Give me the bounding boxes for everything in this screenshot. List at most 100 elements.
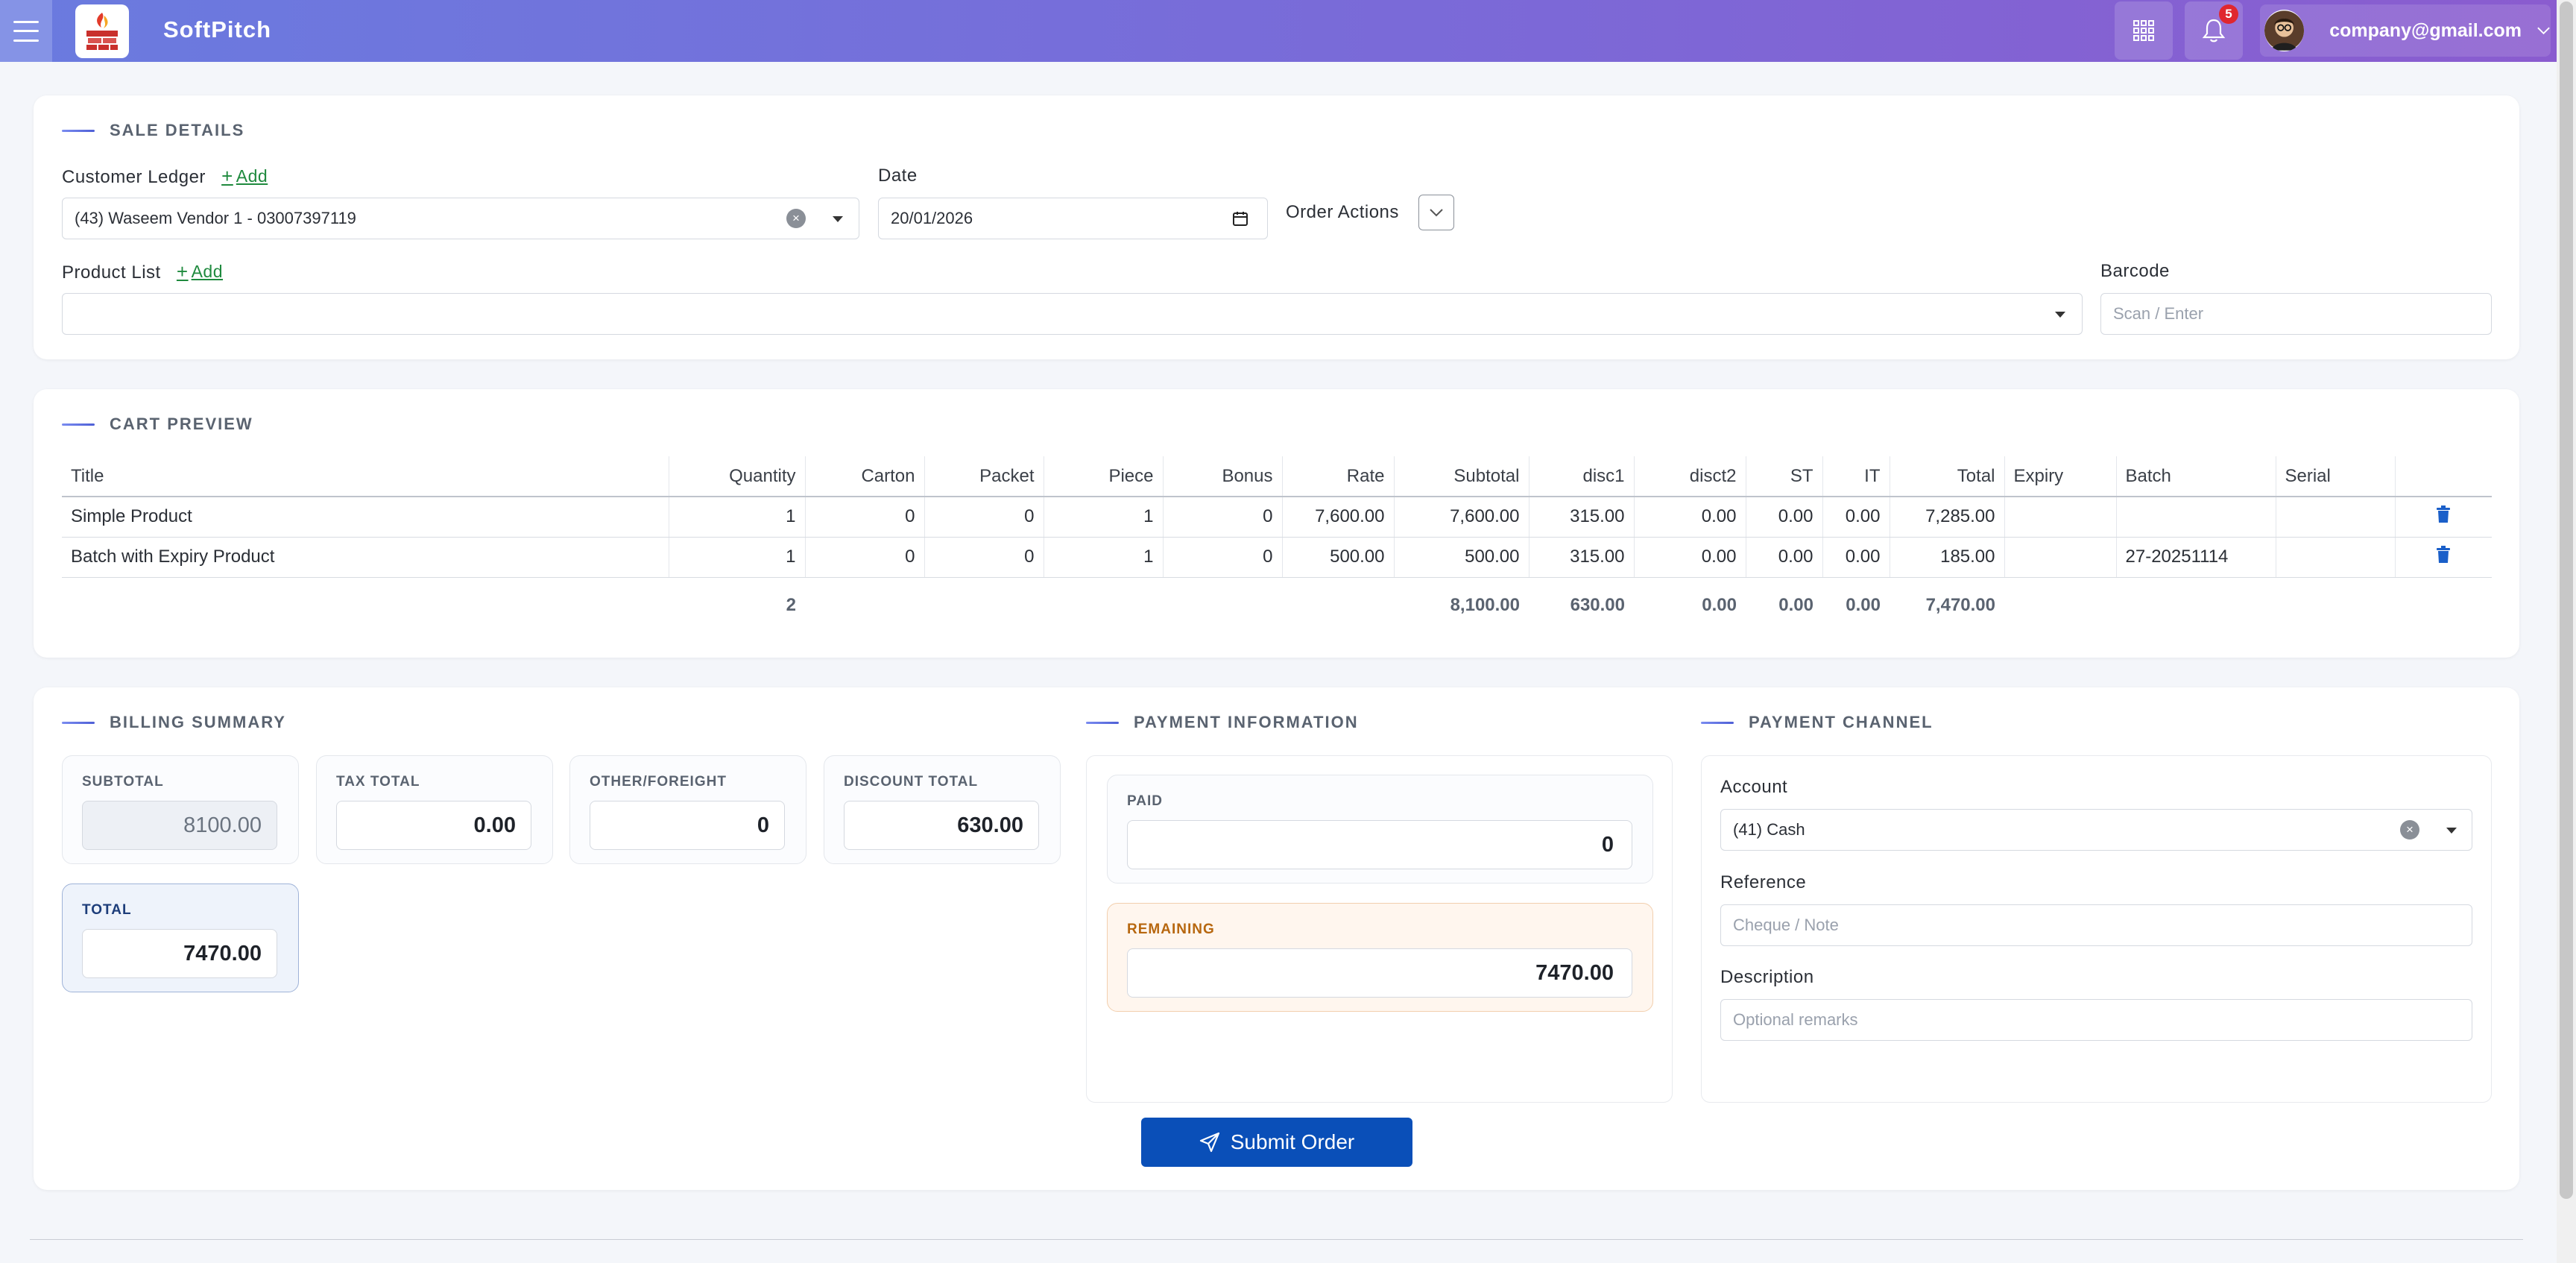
paid-label: PAID xyxy=(1127,793,1163,809)
submit-order-button[interactable]: Submit Order xyxy=(1141,1118,1412,1167)
description-label: Description xyxy=(1720,967,1814,987)
column-header-it[interactable]: IT xyxy=(1822,456,1890,497)
cell-it[interactable]: 0.00 xyxy=(1822,537,1890,578)
column-header-bonus[interactable]: Bonus xyxy=(1162,456,1282,497)
brand-logo[interactable] xyxy=(75,4,129,58)
page-scrollbar[interactable] xyxy=(2557,0,2576,1263)
cell-st[interactable]: 0.00 xyxy=(1745,537,1822,578)
column-header-carton[interactable]: Carton xyxy=(804,456,924,497)
cell-serial[interactable] xyxy=(2275,497,2395,538)
cell-carton[interactable]: 0 xyxy=(804,537,924,578)
column-header-st[interactable]: ST xyxy=(1745,456,1822,497)
column-header-title[interactable]: Title xyxy=(62,456,669,497)
notification-button[interactable]: 5 xyxy=(2185,1,2243,60)
clear-icon[interactable]: × xyxy=(2400,820,2419,840)
account-select[interactable]: (41) Cash × xyxy=(1720,809,2472,851)
description-input[interactable]: Optional remarks xyxy=(1720,999,2472,1041)
cell-batch[interactable] xyxy=(2115,497,2276,538)
cell-serial[interactable] xyxy=(2275,537,2395,578)
column-header-disc1[interactable]: disc1 xyxy=(1528,456,1634,497)
date-input[interactable]: 20/01/2026 xyxy=(878,198,1268,239)
subtotal-field: 8100.00 xyxy=(82,801,277,850)
tax-total-field[interactable]: 0.00 xyxy=(336,801,531,850)
user-menu[interactable]: company@gmail.com xyxy=(2260,4,2551,57)
sale-details-title: SALE DETAILS xyxy=(62,121,244,140)
column-header-disct2[interactable]: disct2 xyxy=(1633,456,1746,497)
cell-quantity[interactable]: 1 xyxy=(668,497,805,538)
cell-bonus[interactable]: 0 xyxy=(1162,537,1282,578)
table-row: Simple Product 1 0 0 1 0 7,600.00 7,600.… xyxy=(62,497,2492,538)
cell-total: 7,285.00 xyxy=(1889,497,2004,538)
remaining-label: REMAINING xyxy=(1127,922,1215,937)
total-st: 0.00 xyxy=(1746,576,1822,634)
caret-down-icon xyxy=(2446,828,2457,834)
add-product-link[interactable]: + Add xyxy=(176,260,224,283)
cell-st[interactable]: 0.00 xyxy=(1745,497,1822,538)
scrollbar-thumb[interactable] xyxy=(2560,1,2573,1199)
total-disct2: 0.00 xyxy=(1634,576,1746,634)
other-freight-box: OTHER/FOREIGHT 0 xyxy=(569,755,806,864)
date-label: Date xyxy=(878,166,918,186)
account-label: Account xyxy=(1720,777,1788,797)
column-header-expiry[interactable]: Expiry xyxy=(2004,456,2116,497)
column-header-packet[interactable]: Packet xyxy=(924,456,1044,497)
cell-rate[interactable]: 7,600.00 xyxy=(1281,497,1394,538)
top-bar: SoftPitch 5 company@gmail.com xyxy=(0,0,2557,62)
table-row: Batch with Expiry Product 1 0 0 1 0 500.… xyxy=(62,537,2492,578)
paid-box: PAID 0 xyxy=(1107,775,1653,884)
notification-badge: 5 xyxy=(2219,4,2238,24)
total-label: TOTAL xyxy=(82,902,132,918)
calendar-icon[interactable] xyxy=(1231,210,1249,227)
paid-field[interactable]: 0 xyxy=(1127,820,1632,869)
cell-batch[interactable]: 27-20251114 xyxy=(2115,537,2276,578)
payment-information-title: PAYMENT INFORMATION xyxy=(1086,713,1359,732)
column-header-rate[interactable]: Rate xyxy=(1281,456,1394,497)
cell-bonus[interactable]: 0 xyxy=(1162,497,1282,538)
column-header-subtotal[interactable]: Subtotal xyxy=(1393,456,1529,497)
billing-summary-title: BILLING SUMMARY xyxy=(62,713,286,732)
product-list-select[interactable] xyxy=(62,293,2083,335)
cell-quantity[interactable]: 1 xyxy=(668,537,805,578)
column-header-batch[interactable]: Batch xyxy=(2115,456,2276,497)
cell-subtotal: 500.00 xyxy=(1393,537,1529,578)
cell-disct2[interactable]: 0.00 xyxy=(1633,497,1746,538)
product-list-label: Product List + Add xyxy=(62,260,224,283)
clear-icon[interactable]: × xyxy=(786,209,806,228)
cell-disc1[interactable]: 315.00 xyxy=(1528,537,1634,578)
column-header-piece[interactable]: Piece xyxy=(1043,456,1163,497)
cell-disc1[interactable]: 315.00 xyxy=(1528,497,1634,538)
cell-expiry[interactable] xyxy=(2004,537,2116,578)
cell-carton[interactable]: 0 xyxy=(804,497,924,538)
add-customer-link[interactable]: + Add xyxy=(221,165,268,187)
cell-packet[interactable]: 0 xyxy=(924,497,1044,538)
subtotal-label: SUBTOTAL xyxy=(82,774,164,790)
order-actions-dropdown-button[interactable] xyxy=(1418,195,1454,230)
apps-grid-icon[interactable] xyxy=(2115,1,2173,60)
subtotal-box: SUBTOTAL 8100.00 xyxy=(62,755,299,864)
discount-total-field[interactable]: 630.00 xyxy=(844,801,1039,850)
total-field[interactable]: 7470.00 xyxy=(82,929,277,978)
trash-icon[interactable] xyxy=(2436,545,2451,564)
remaining-box: REMAINING 7470.00 xyxy=(1107,903,1653,1012)
cell-total: 185.00 xyxy=(1889,537,2004,578)
cell-piece[interactable]: 1 xyxy=(1043,497,1163,538)
column-header-quantity[interactable]: Quantity xyxy=(668,456,805,497)
column-header-serial[interactable]: Serial xyxy=(2275,456,2395,497)
cell-piece[interactable]: 1 xyxy=(1043,537,1163,578)
customer-ledger-select[interactable]: (43) Waseem Vendor 1 - 03007397119 × xyxy=(62,198,859,239)
table-header-row: Title Quantity Carton Packet Piece Bonus… xyxy=(62,456,2492,497)
column-header-total[interactable]: Total xyxy=(1889,456,2004,497)
menu-icon[interactable] xyxy=(0,0,52,62)
user-email: company@gmail.com xyxy=(2329,19,2522,41)
cell-disct2[interactable]: 0.00 xyxy=(1633,537,1746,578)
cell-it[interactable]: 0.00 xyxy=(1822,497,1890,538)
cell-expiry[interactable] xyxy=(2004,497,2116,538)
cell-rate[interactable]: 500.00 xyxy=(1281,537,1394,578)
barcode-input[interactable]: Scan / Enter xyxy=(2100,293,2492,335)
trash-icon[interactable] xyxy=(2436,505,2451,523)
customer-ledger-label: Customer Ledger + Add xyxy=(62,165,268,187)
reference-input[interactable]: Cheque / Note xyxy=(1720,904,2472,946)
cell-packet[interactable]: 0 xyxy=(924,537,1044,578)
discount-total-box: DISCOUNT TOTAL 630.00 xyxy=(824,755,1061,864)
other-freight-field[interactable]: 0 xyxy=(590,801,785,850)
